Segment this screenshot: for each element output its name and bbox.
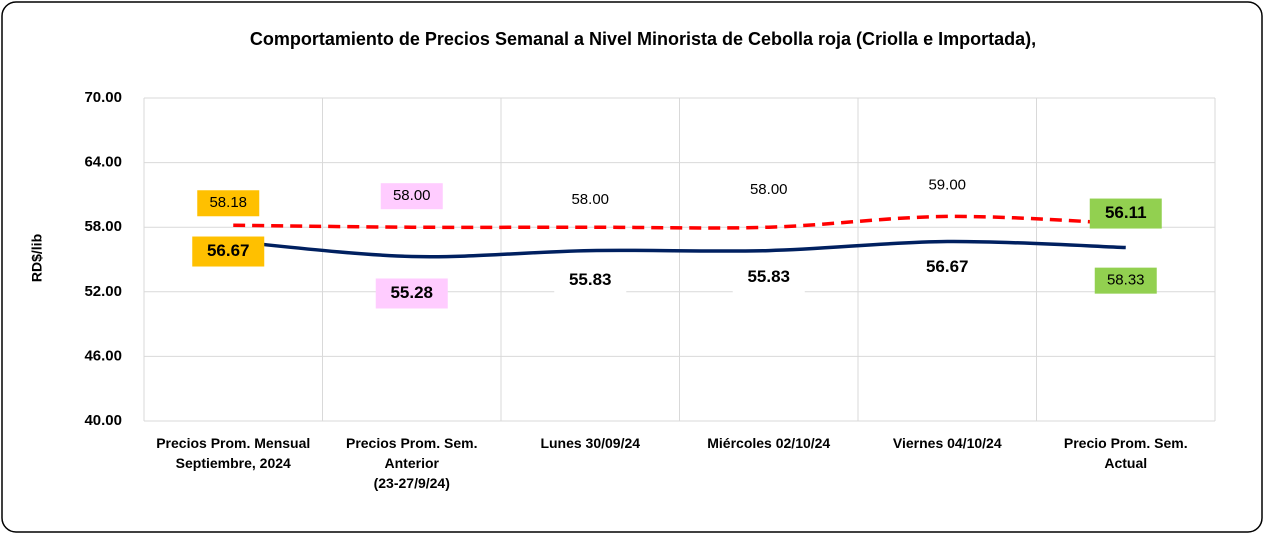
data-label: 58.00 bbox=[571, 191, 609, 208]
x-tick-label: Lunes 30/09/24 bbox=[540, 435, 641, 451]
data-label: 55.83 bbox=[747, 267, 790, 286]
y-tick-label: 46.00 bbox=[84, 347, 122, 364]
data-label-box bbox=[380, 183, 443, 210]
data-label: 55.28 bbox=[390, 283, 433, 302]
data-label-box bbox=[554, 265, 627, 296]
data-label: 58.18 bbox=[209, 194, 247, 211]
x-tick-label: Precios Prom. Sem. Anterior (23-27/9/24) bbox=[345, 435, 478, 491]
data-label: 56.11 bbox=[1105, 203, 1147, 222]
data-label: 59.00 bbox=[928, 176, 966, 193]
data-label-box bbox=[192, 236, 265, 267]
data-label-box bbox=[911, 252, 984, 283]
data-label: 56.67 bbox=[207, 241, 250, 260]
data-label: 58.33 bbox=[1107, 272, 1145, 289]
data-label-box bbox=[916, 172, 979, 199]
data-label: 56.67 bbox=[926, 257, 969, 276]
y-tick-label: 40.00 bbox=[84, 412, 122, 429]
y-tick-label: 52.00 bbox=[84, 283, 122, 300]
data-label: 58.00 bbox=[393, 187, 431, 204]
line-series bbox=[233, 239, 1126, 259]
data-label-box bbox=[732, 262, 805, 293]
x-tick-label: Precio Prom. Sem. Actual bbox=[1063, 435, 1188, 471]
data-label-box bbox=[1089, 198, 1162, 229]
data-label-box bbox=[1094, 267, 1157, 294]
y-axis-label: RD$/lib bbox=[29, 234, 45, 282]
y-tick-label: 64.00 bbox=[84, 154, 122, 171]
x-tick-label: Viernes 04/10/24 bbox=[892, 435, 1002, 451]
data-label-box bbox=[737, 177, 800, 204]
x-tick-label: Miércoles 02/10/24 bbox=[707, 435, 831, 451]
y-tick-label: 70.00 bbox=[84, 89, 122, 106]
line-series bbox=[233, 214, 1126, 230]
x-tick-label: Precios Prom. Mensual Septiembre, 2024 bbox=[156, 435, 311, 471]
data-label-box bbox=[559, 187, 622, 214]
data-label-box bbox=[375, 278, 448, 309]
y-tick-label: 58.00 bbox=[84, 218, 122, 235]
data-label: 58.00 bbox=[750, 181, 788, 198]
data-label: 55.83 bbox=[569, 270, 612, 289]
data-label-box bbox=[197, 190, 260, 217]
chart-title: Comportamiento de Precios Semanal a Nive… bbox=[250, 29, 1036, 49]
